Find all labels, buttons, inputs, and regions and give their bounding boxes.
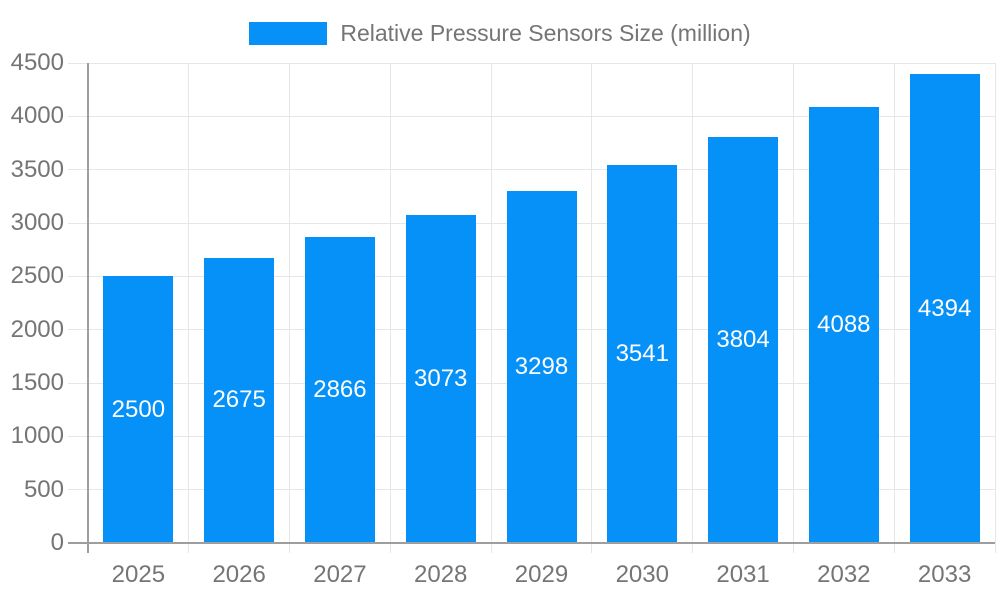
y-axis-line	[87, 63, 89, 553]
bar	[506, 191, 577, 543]
x-axis-tick-label: 2029	[514, 561, 569, 588]
x-axis-tick-label: 2026	[212, 561, 266, 588]
bar	[607, 165, 678, 543]
gridline-h	[68, 115, 995, 117]
x-axis-tick-label: 2028	[414, 561, 468, 588]
bar	[808, 106, 879, 543]
y-axis-tick-label: 500	[23, 475, 64, 503]
bar-value-label: 4088	[817, 310, 871, 338]
x-axis-tick-label: 2033	[917, 561, 972, 588]
x-axis-tick-label: 2032	[817, 561, 871, 588]
legend-swatch	[249, 21, 328, 45]
gridline-v	[188, 63, 190, 553]
bar	[204, 257, 275, 543]
y-axis-tick-label: 4500	[10, 49, 64, 76]
x-axis-line	[68, 542, 995, 544]
x-axis-tick-label: 2031	[716, 561, 770, 588]
gridline-v	[289, 63, 291, 553]
y-axis-tick-label: 1000	[10, 422, 64, 450]
gridline-v	[490, 63, 492, 553]
gridline-v	[591, 63, 593, 553]
legend-label: Relative Pressure Sensors Size (million)	[340, 19, 751, 46]
y-axis-tick-label: 3000	[10, 209, 64, 236]
gridline-h	[68, 169, 995, 171]
bar-value-label: 3541	[615, 340, 669, 368]
y-axis-tick-label: 3500	[10, 155, 64, 183]
x-axis-tick-label: 2030	[615, 561, 669, 588]
bar	[405, 215, 476, 543]
x-axis-tick-label: 2027	[313, 561, 367, 588]
y-axis-tick-label: 0	[50, 529, 64, 556]
bar-value-label: 3073	[414, 365, 468, 393]
bar-value-label: 3804	[716, 326, 770, 354]
y-axis-tick-label: 2500	[10, 262, 64, 290]
bar	[909, 74, 980, 543]
bar-value-label: 3298	[514, 353, 569, 381]
bar-value-label: 2500	[111, 395, 166, 423]
bar-value-label: 2866	[313, 376, 367, 404]
gridline-h	[68, 62, 995, 64]
gridline-v	[692, 63, 694, 553]
y-axis-tick-label: 2000	[10, 315, 64, 343]
bar-value-label: 2675	[212, 386, 266, 414]
legend-item[interactable]: Relative Pressure Sensors Size (million)	[0, 19, 1000, 46]
y-axis-tick-label: 4000	[10, 102, 64, 130]
bar	[708, 137, 779, 543]
x-axis-tick-label: 2025	[111, 561, 166, 588]
gridline-v	[893, 63, 895, 553]
bar	[103, 276, 174, 543]
bar-value-label: 4394	[917, 294, 972, 322]
gridline-v	[994, 63, 996, 553]
y-axis-tick-label: 1500	[10, 369, 64, 396]
gridline-v	[389, 63, 391, 553]
bar	[304, 237, 375, 543]
gridline-v	[792, 63, 794, 553]
